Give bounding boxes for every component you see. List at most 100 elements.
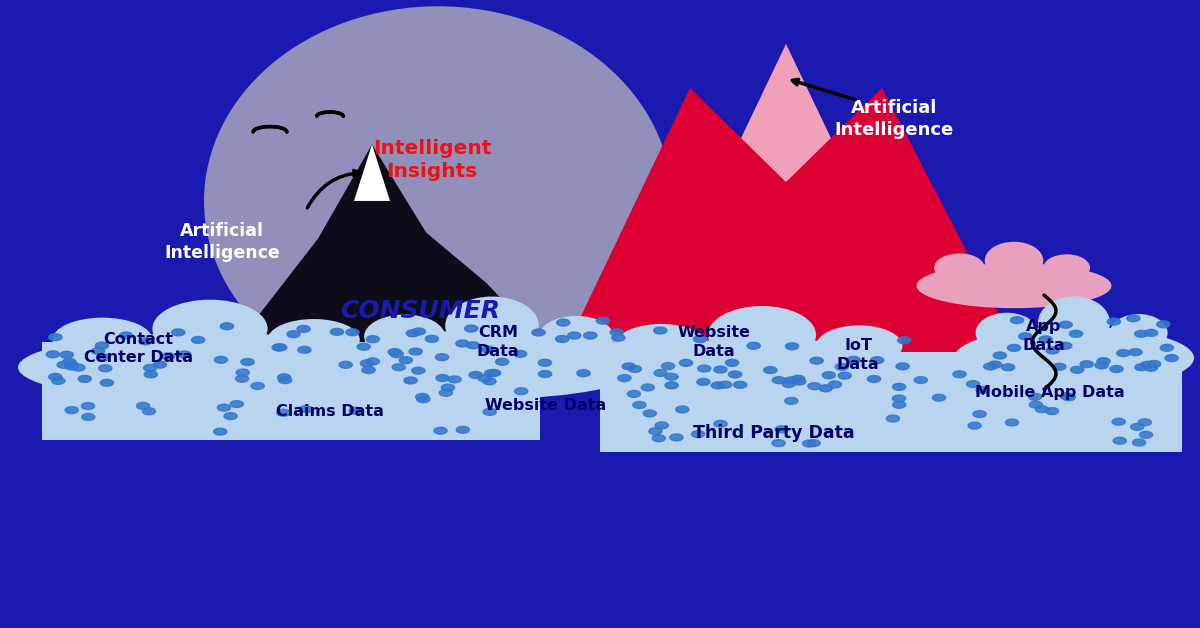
Polygon shape [720, 44, 852, 182]
Circle shape [1060, 322, 1073, 328]
Circle shape [539, 359, 552, 366]
Polygon shape [354, 144, 390, 201]
Circle shape [893, 401, 906, 408]
Circle shape [822, 372, 835, 379]
Circle shape [137, 403, 150, 409]
Circle shape [966, 381, 979, 387]
Circle shape [442, 384, 455, 391]
Circle shape [828, 381, 841, 388]
Circle shape [439, 389, 452, 396]
Polygon shape [546, 88, 1038, 389]
Circle shape [299, 406, 312, 413]
Circle shape [230, 401, 244, 408]
Circle shape [241, 359, 254, 365]
Ellipse shape [582, 339, 942, 408]
Circle shape [670, 434, 683, 441]
Circle shape [82, 413, 95, 420]
Ellipse shape [364, 315, 445, 359]
Ellipse shape [539, 316, 613, 357]
Circle shape [192, 337, 205, 344]
Circle shape [665, 373, 678, 380]
Circle shape [484, 408, 497, 415]
Circle shape [654, 369, 667, 376]
Ellipse shape [336, 330, 648, 399]
Circle shape [953, 371, 966, 377]
Circle shape [215, 356, 228, 363]
Circle shape [596, 317, 610, 324]
Text: Contact
Center Data: Contact Center Data [84, 332, 192, 365]
Text: Third Party Data: Third Party Data [694, 425, 854, 442]
Circle shape [485, 370, 498, 377]
Ellipse shape [985, 242, 1043, 279]
Circle shape [643, 410, 656, 417]
Circle shape [694, 336, 707, 343]
Circle shape [95, 342, 108, 349]
Circle shape [65, 361, 78, 368]
Circle shape [1046, 347, 1060, 354]
Circle shape [661, 362, 674, 369]
Circle shape [976, 387, 989, 394]
Circle shape [539, 371, 552, 377]
Circle shape [277, 374, 290, 381]
Circle shape [1069, 330, 1082, 337]
Circle shape [412, 367, 425, 374]
Circle shape [838, 372, 851, 379]
Circle shape [487, 369, 500, 376]
Text: CRM
Data: CRM Data [476, 325, 520, 359]
Circle shape [577, 370, 590, 377]
Ellipse shape [976, 313, 1038, 353]
Ellipse shape [445, 296, 539, 355]
Circle shape [1008, 344, 1021, 351]
Circle shape [1019, 333, 1032, 340]
Circle shape [1157, 321, 1170, 328]
Circle shape [456, 426, 469, 433]
Circle shape [785, 377, 798, 384]
Circle shape [287, 331, 300, 338]
Circle shape [748, 342, 761, 349]
Circle shape [514, 350, 527, 357]
Circle shape [622, 363, 635, 370]
Circle shape [1133, 439, 1146, 446]
Circle shape [515, 387, 528, 394]
Ellipse shape [545, 338, 583, 359]
Circle shape [1080, 360, 1093, 367]
Circle shape [772, 440, 785, 447]
Circle shape [278, 377, 292, 384]
Circle shape [58, 361, 71, 368]
Circle shape [72, 364, 85, 371]
Circle shape [346, 329, 359, 336]
Circle shape [60, 351, 73, 358]
Circle shape [893, 384, 906, 391]
Circle shape [360, 360, 373, 367]
Circle shape [436, 374, 449, 381]
Circle shape [143, 408, 156, 414]
Circle shape [792, 378, 805, 385]
Circle shape [251, 382, 264, 389]
Circle shape [914, 377, 928, 384]
Circle shape [968, 422, 982, 429]
Circle shape [1039, 336, 1052, 343]
Circle shape [1110, 365, 1123, 372]
Circle shape [272, 344, 286, 351]
Circle shape [714, 366, 727, 373]
Circle shape [1097, 358, 1110, 365]
Circle shape [120, 332, 133, 339]
Circle shape [49, 374, 62, 381]
Circle shape [773, 377, 786, 384]
Circle shape [274, 344, 287, 351]
Circle shape [763, 367, 776, 374]
Ellipse shape [954, 327, 1194, 389]
Circle shape [349, 407, 362, 414]
Circle shape [400, 357, 413, 364]
Circle shape [1006, 419, 1019, 426]
Circle shape [612, 334, 625, 341]
Circle shape [467, 342, 480, 349]
Circle shape [340, 361, 353, 368]
Circle shape [1140, 431, 1153, 438]
Ellipse shape [1110, 314, 1168, 352]
Circle shape [425, 335, 438, 342]
Circle shape [139, 338, 152, 345]
Circle shape [154, 361, 167, 368]
Circle shape [1030, 401, 1043, 408]
Circle shape [649, 428, 662, 435]
